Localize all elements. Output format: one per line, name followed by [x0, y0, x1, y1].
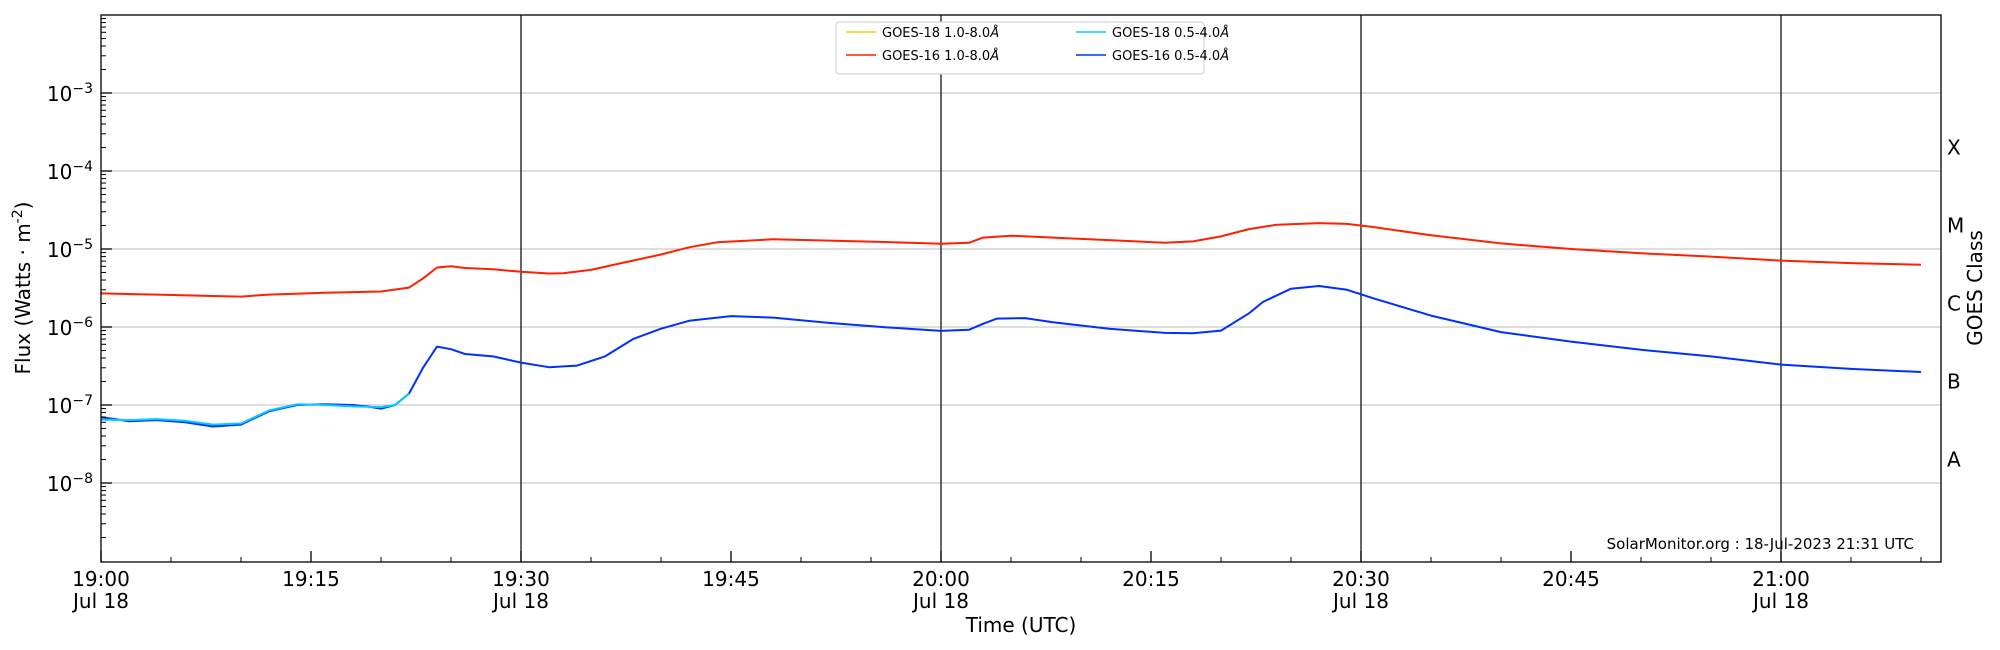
- y-tick-label: 10−8: [47, 471, 93, 496]
- series-line: [100, 285, 1922, 428]
- x-tick-date-label: Jul 18: [1751, 589, 1809, 613]
- goes-class-label: B: [1947, 370, 1961, 394]
- legend: GOES-18 1.0-8.0Å GOES-18 0.5-4.0Å GOES-16 …: [835, 21, 1229, 75]
- x-tick-label: 20:30: [1332, 567, 1390, 591]
- y-tick-label: 10−7: [47, 393, 93, 418]
- grid-layer: [101, 15, 1941, 562]
- y-axis-title: Flux (Watts · m-2): [10, 202, 35, 375]
- x-tick-date-label: Jul 18: [71, 589, 129, 613]
- x-tick-label: 19:30: [492, 567, 550, 591]
- x-tick-label: 20:00: [912, 567, 970, 591]
- x-tick-label: 20:15: [1122, 567, 1180, 591]
- goes-class-label: M: [1947, 214, 1964, 238]
- x-tick-date-label: Jul 18: [911, 589, 969, 613]
- legend-label: GOES-18 1.0-8.0Å: [882, 25, 999, 41]
- legend-label: GOES-16 1.0-8.0Å: [882, 48, 999, 64]
- goes-class-label: A: [1947, 448, 1961, 472]
- watermark-annotation: SolarMonitor.org : 18-Jul-2023 21:31 UTC: [1607, 535, 1914, 553]
- legend-label: GOES-16 0.5-4.0Å: [1112, 48, 1229, 64]
- x-tick-label: 19:00: [72, 567, 130, 591]
- legend-label: GOES-18 0.5-4.0Å: [1112, 25, 1229, 41]
- x-tick-label: 19:45: [702, 567, 760, 591]
- plot-frame: [100, 14, 1942, 563]
- x-tick-label: 20:45: [1542, 567, 1600, 591]
- series-layer: [100, 222, 1922, 428]
- x-axis-title: Time (UTC): [965, 613, 1077, 637]
- legend-frame: [835, 21, 1205, 75]
- x-tick-label: 21:00: [1752, 567, 1810, 591]
- x-tick-label: 19:15: [282, 567, 340, 591]
- goes-class-label: X: [1947, 136, 1961, 160]
- x-tick-date-label: Jul 18: [491, 589, 549, 613]
- goes-class-label: C: [1947, 292, 1961, 316]
- y-tick-label: 10−3: [47, 81, 93, 106]
- y-tick-label: 10−5: [47, 237, 93, 262]
- x-tick-date-label: Jul 18: [1331, 589, 1389, 613]
- y-tick-label: 10−6: [47, 315, 93, 340]
- y2-axis-title: GOES Class: [1963, 230, 1987, 346]
- series-line: [100, 222, 1922, 298]
- y-tick-label: 10−4: [47, 159, 93, 184]
- series-line: [100, 392, 410, 426]
